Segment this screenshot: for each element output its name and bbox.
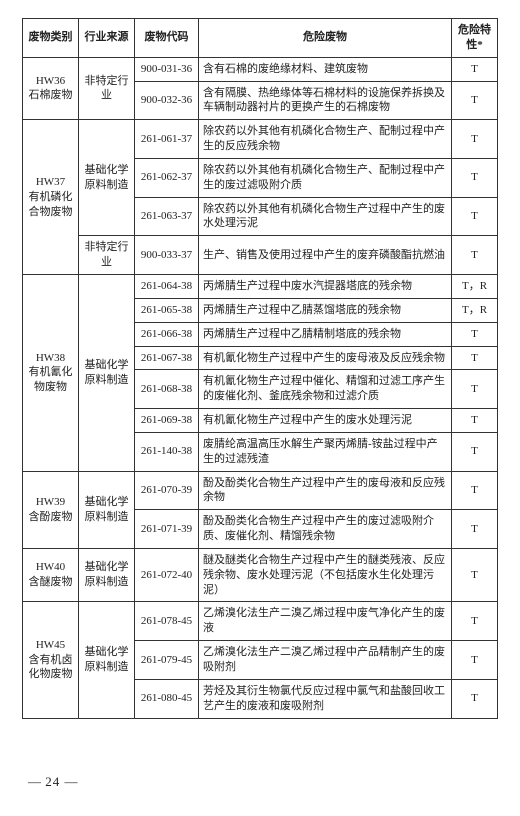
- cell-code: 900-033-37: [135, 236, 199, 275]
- page-sheet: 废物类别 行业来源 废物代码 危险废物 危险特性* HW36石棉废物非特定行业9…: [0, 0, 520, 719]
- cell-desc: 丙烯腈生产过程中乙腈蒸馏塔底的残余物: [199, 298, 452, 322]
- table-row: 非特定行业900-033-37生产、销售及使用过程中产生的废弃磷酸酯抗燃油T: [23, 236, 498, 275]
- cell-category: HW38有机氰化物废物: [23, 274, 79, 471]
- cell-desc: 生产、销售及使用过程中产生的废弃磷酸酯抗燃油: [199, 236, 452, 275]
- cell-code: 261-140-38: [135, 432, 199, 471]
- cell-hazard: T: [452, 432, 498, 471]
- cell-desc: 芳烃及其衍生物氯代反应过程中氯气和盐酸回收工艺产生的废液和废吸附剂: [199, 679, 452, 718]
- cell-hazard: T: [452, 510, 498, 549]
- cell-hazard: T，R: [452, 274, 498, 298]
- cell-category: HW36石棉废物: [23, 57, 79, 120]
- cell-source: 非特定行业: [79, 57, 135, 120]
- cell-code: 261-062-37: [135, 158, 199, 197]
- header-desc: 危险废物: [199, 19, 452, 58]
- cell-category: HW45含有机卤化物废物: [23, 602, 79, 718]
- cell-desc: 乙烯溴化法生产二溴乙烯过程中产品精制产生的废吸附剂: [199, 641, 452, 680]
- header-hazard: 危险特性*: [452, 19, 498, 58]
- cell-desc: 有机氰化物生产过程中产生的废水处理污泥: [199, 409, 452, 433]
- cell-hazard: T: [452, 679, 498, 718]
- cell-category: HW39含酚废物: [23, 471, 79, 548]
- cell-code: 261-071-39: [135, 510, 199, 549]
- footer-dash-right: —: [65, 774, 78, 789]
- page-number: 24: [45, 774, 60, 789]
- cell-code: 261-068-38: [135, 370, 199, 409]
- header-category: 废物类别: [23, 19, 79, 58]
- cell-hazard: T: [452, 120, 498, 159]
- cell-source: 基础化学原料制造: [79, 602, 135, 718]
- cell-code: 261-061-37: [135, 120, 199, 159]
- cell-desc: 醚及醚类化合物生产过程中产生的醚类残液、反应残余物、废水处理污泥（不包括废水生化…: [199, 548, 452, 602]
- cell-hazard: T: [452, 409, 498, 433]
- cell-code: 261-066-38: [135, 322, 199, 346]
- page-footer: — 24 —: [28, 774, 78, 790]
- cell-hazard: T: [452, 471, 498, 510]
- waste-table: 废物类别 行业来源 废物代码 危险废物 危险特性* HW36石棉废物非特定行业9…: [22, 18, 498, 719]
- cell-code: 900-031-36: [135, 57, 199, 81]
- cell-desc: 酚及酚类化合物生产过程中产生的废母液和反应残余物: [199, 471, 452, 510]
- cell-code: 261-067-38: [135, 346, 199, 370]
- table-row: HW39含酚废物基础化学原料制造261-070-39酚及酚类化合物生产过程中产生…: [23, 471, 498, 510]
- cell-desc: 废腈纶高温高压水解生产聚丙烯腈-铵盐过程中产生的过滤残渣: [199, 432, 452, 471]
- table-row: HW40含醚废物基础化学原料制造261-072-40醚及醚类化合物生产过程中产生…: [23, 548, 498, 602]
- cell-hazard: T: [452, 81, 498, 120]
- cell-hazard: T: [452, 370, 498, 409]
- header-source: 行业来源: [79, 19, 135, 58]
- cell-desc: 除农药以外其他有机磷化合物生产、配制过程中产生的废过滤吸附介质: [199, 158, 452, 197]
- cell-source: 非特定行业: [79, 236, 135, 275]
- cell-code: 261-080-45: [135, 679, 199, 718]
- cell-hazard: T: [452, 158, 498, 197]
- table-row: HW45含有机卤化物废物基础化学原料制造261-078-45乙烯溴化法生产二溴乙…: [23, 602, 498, 641]
- table-row: HW36石棉废物非特定行业900-031-36含有石棉的废绝缘材料、建筑废物T: [23, 57, 498, 81]
- cell-desc: 丙烯腈生产过程中乙腈精制塔底的残余物: [199, 322, 452, 346]
- cell-code: 900-032-36: [135, 81, 199, 120]
- cell-desc: 含有石棉的废绝缘材料、建筑废物: [199, 57, 452, 81]
- cell-desc: 含有隔膜、热绝缘体等石棉材料的设施保养拆换及车辆制动器衬片的更换产生的石棉废物: [199, 81, 452, 120]
- table-body: HW36石棉废物非特定行业900-031-36含有石棉的废绝缘材料、建筑废物T9…: [23, 57, 498, 718]
- cell-source: 基础化学原料制造: [79, 274, 135, 471]
- table-header-row: 废物类别 行业来源 废物代码 危险废物 危险特性*: [23, 19, 498, 58]
- footer-dash-left: —: [28, 774, 41, 789]
- table-row: HW38有机氰化物废物基础化学原料制造261-064-38丙烯腈生产过程中废水汽…: [23, 274, 498, 298]
- table-row: HW37有机磷化合物废物基础化学原料制造261-061-37除农药以外其他有机磷…: [23, 120, 498, 159]
- cell-hazard: T: [452, 322, 498, 346]
- cell-source: 基础化学原料制造: [79, 120, 135, 236]
- cell-desc: 丙烯腈生产过程中废水汽提器塔底的残余物: [199, 274, 452, 298]
- cell-source: 基础化学原料制造: [79, 471, 135, 548]
- cell-code: 261-063-37: [135, 197, 199, 236]
- cell-source: 基础化学原料制造: [79, 548, 135, 602]
- cell-code: 261-078-45: [135, 602, 199, 641]
- cell-desc: 酚及酚类化合物生产过程中产生的废过滤吸附介质、废催化剂、精馏残余物: [199, 510, 452, 549]
- header-code: 废物代码: [135, 19, 199, 58]
- cell-desc: 有机氰化物生产过程中催化、精馏和过滤工序产生的废催化剂、釜底残余物和过滤介质: [199, 370, 452, 409]
- cell-desc: 乙烯溴化法生产二溴乙烯过程中废气净化产生的废液: [199, 602, 452, 641]
- cell-hazard: T，R: [452, 298, 498, 322]
- cell-code: 261-079-45: [135, 641, 199, 680]
- cell-hazard: T: [452, 602, 498, 641]
- cell-code: 261-069-38: [135, 409, 199, 433]
- cell-code: 261-072-40: [135, 548, 199, 602]
- cell-hazard: T: [452, 57, 498, 81]
- cell-hazard: T: [452, 548, 498, 602]
- cell-category: HW37有机磷化合物废物: [23, 120, 79, 275]
- cell-desc: 除农药以外其他有机磷化合物生产过程中产生的废水处理污泥: [199, 197, 452, 236]
- cell-hazard: T: [452, 236, 498, 275]
- cell-desc: 有机氰化物生产过程中产生的废母液及反应残余物: [199, 346, 452, 370]
- cell-hazard: T: [452, 641, 498, 680]
- cell-hazard: T: [452, 346, 498, 370]
- cell-code: 261-065-38: [135, 298, 199, 322]
- cell-hazard: T: [452, 197, 498, 236]
- cell-code: 261-064-38: [135, 274, 199, 298]
- cell-code: 261-070-39: [135, 471, 199, 510]
- cell-desc: 除农药以外其他有机磷化合物生产、配制过程中产生的反应残余物: [199, 120, 452, 159]
- cell-category: HW40含醚废物: [23, 548, 79, 602]
